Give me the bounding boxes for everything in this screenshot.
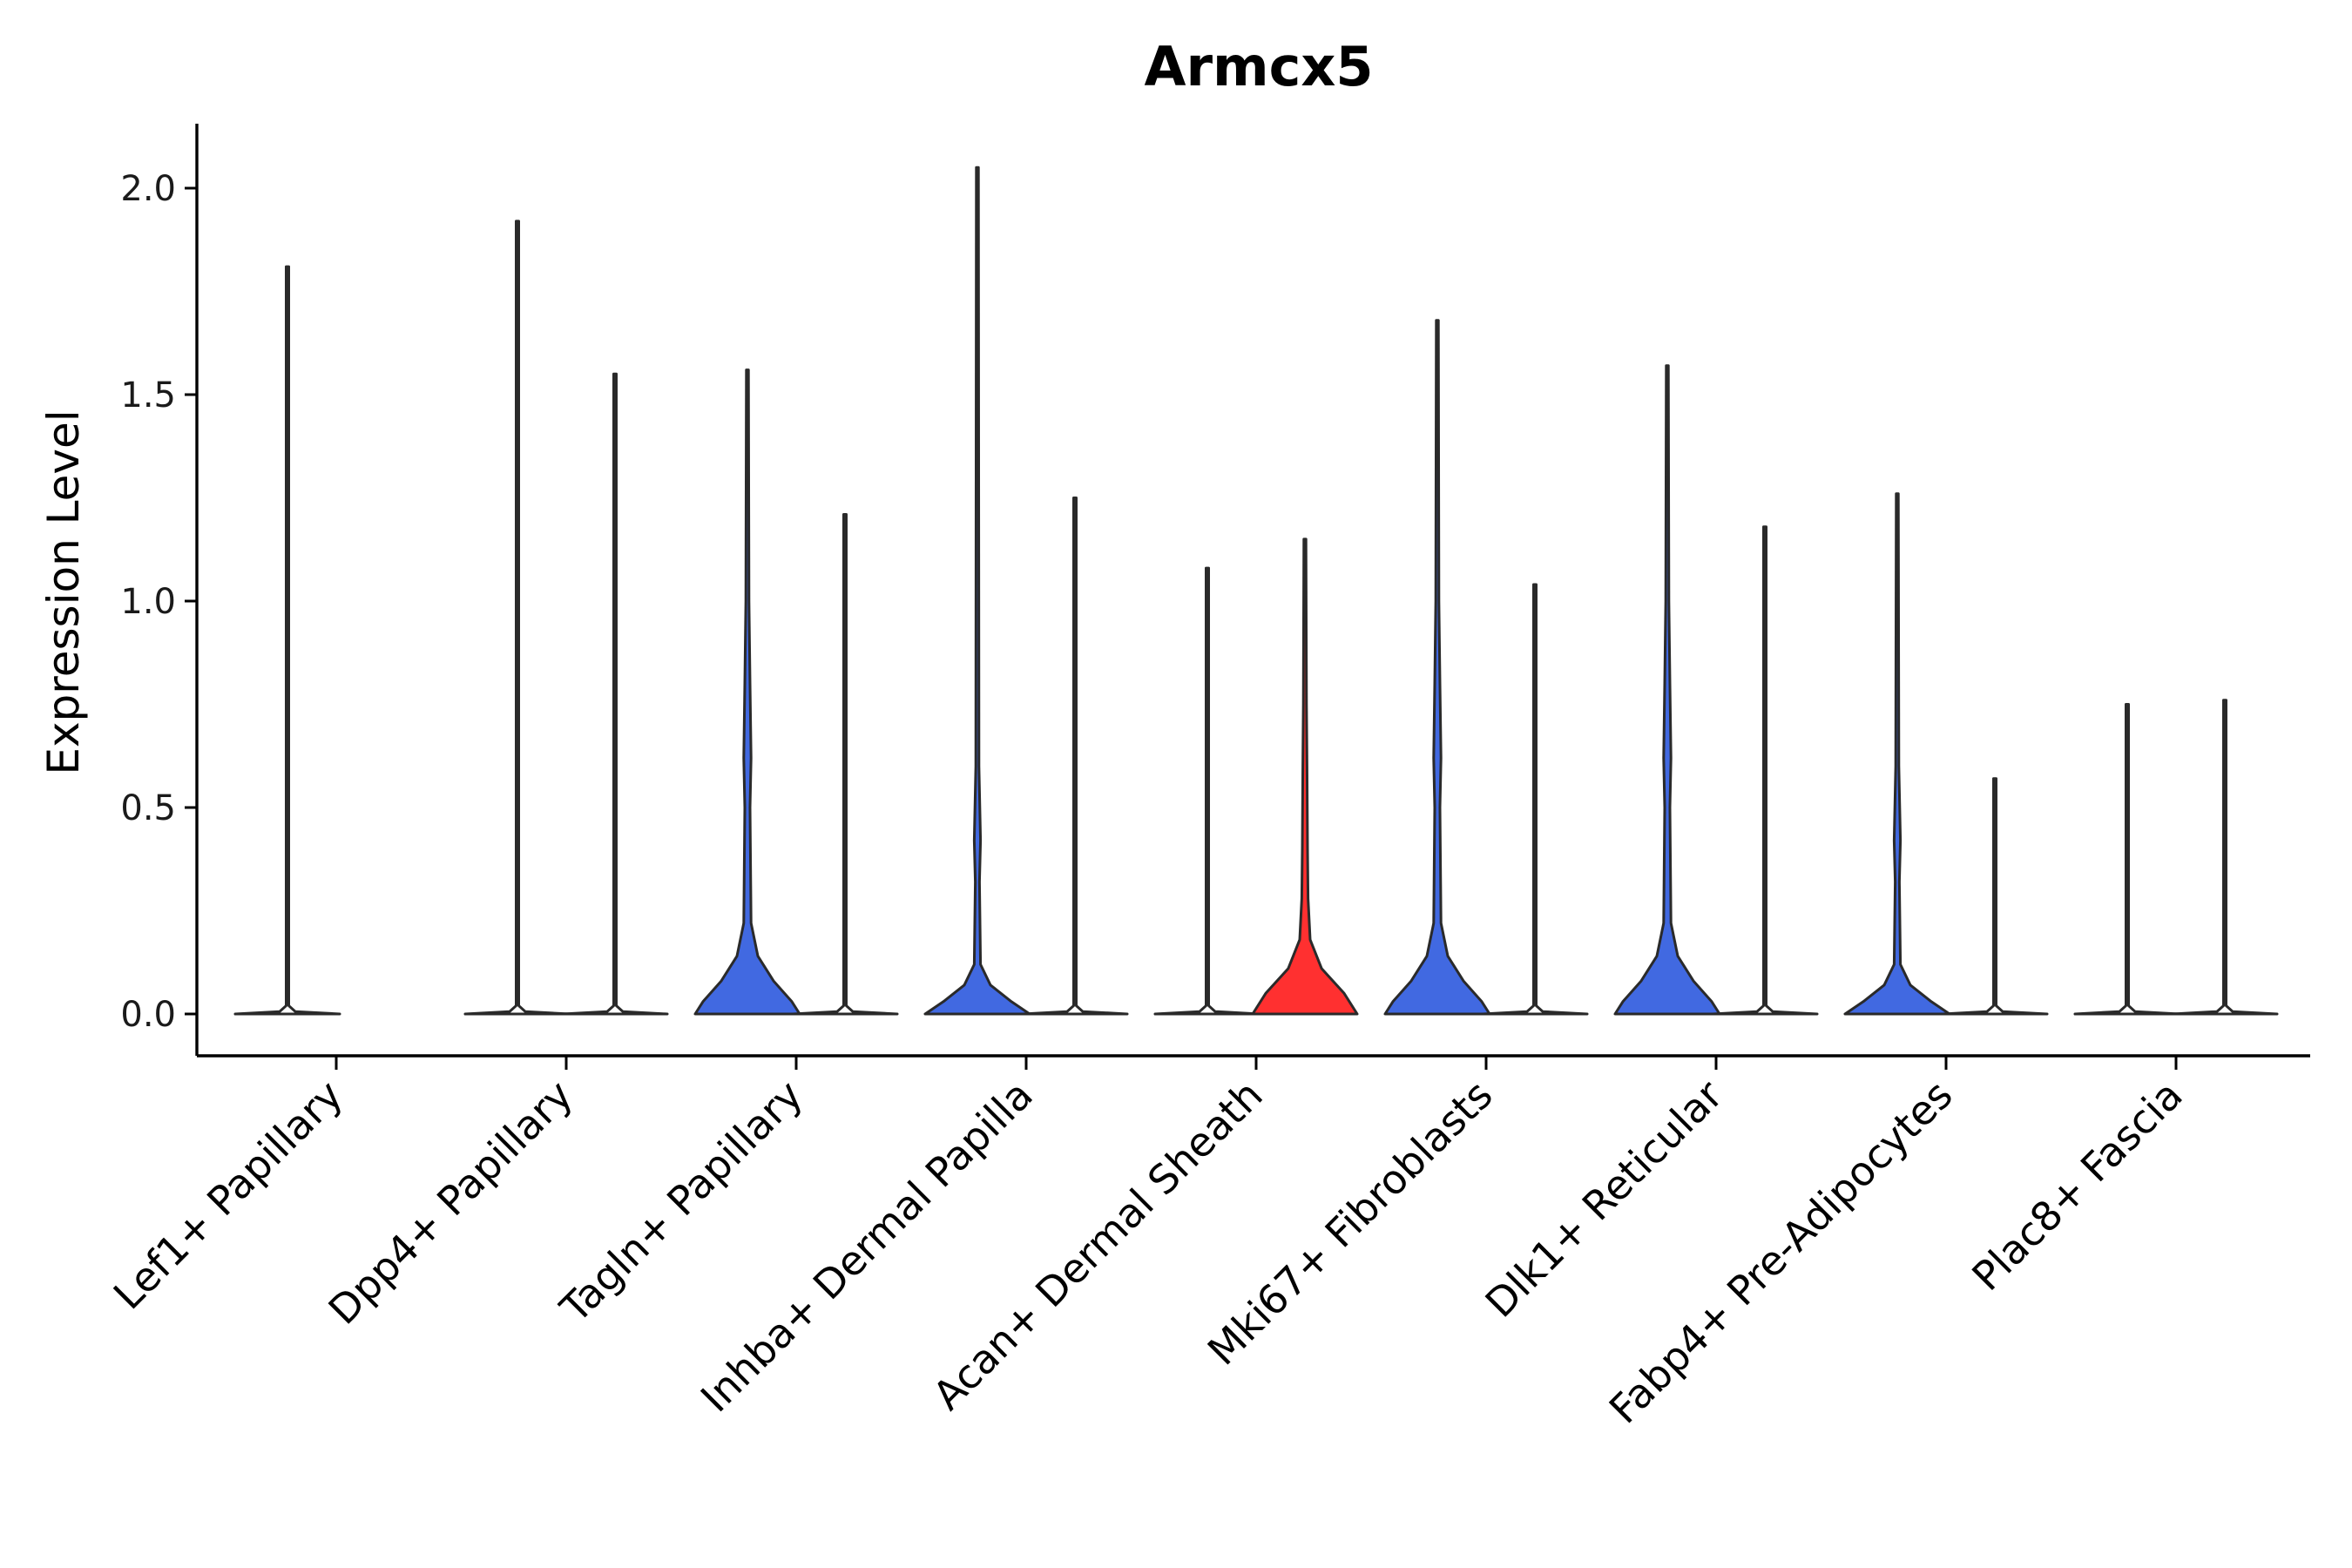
y-tick-label: 2.0: [120, 169, 176, 209]
violin-group_b-4: [1021, 497, 1129, 1016]
x-tick-label: Lef1+ Papillary: [105, 1071, 352, 1319]
violin-group_a-2: [463, 220, 571, 1016]
violin-group_a-5: [1153, 566, 1261, 1016]
y-axis-label: Expression Level: [38, 409, 89, 774]
violin-group_a-9: [2073, 703, 2181, 1016]
plot-area: [233, 166, 2279, 1016]
violin-group_b-6: [1481, 583, 1589, 1016]
violin-group_b-9: [2171, 699, 2279, 1016]
y-tick-label: 0.5: [120, 788, 176, 828]
violin-group_a-6: [1383, 319, 1491, 1016]
violin-group_b-2: [561, 372, 669, 1016]
violin-group_a-1: [233, 265, 341, 1016]
violin-group_a-8: [1843, 492, 1951, 1016]
y-tick-label: 1.5: [120, 375, 176, 416]
violin-group_a-7: [1613, 364, 1721, 1016]
y-tick-label: 0.0: [120, 995, 176, 1035]
x-tick-label: Dpp4+ Papillary: [320, 1071, 582, 1334]
violin-group_a-4: [923, 166, 1031, 1016]
x-tick-label: Dlk1+ Reticular: [1477, 1071, 1732, 1327]
violin-group_b-3: [791, 513, 899, 1016]
violin-group_b-5: [1251, 537, 1359, 1016]
chart-title: Armcx5: [1144, 35, 1373, 98]
violin-group_a-3: [693, 368, 801, 1016]
x-tick-label: Plac8+ Fascia: [1963, 1071, 2191, 1300]
violin-group_b-7: [1711, 525, 1819, 1016]
violin-group_b-8: [1941, 777, 2049, 1016]
y-tick-label: 1.0: [120, 582, 176, 622]
x-tick-label: Tagln+ Papillary: [551, 1071, 812, 1333]
